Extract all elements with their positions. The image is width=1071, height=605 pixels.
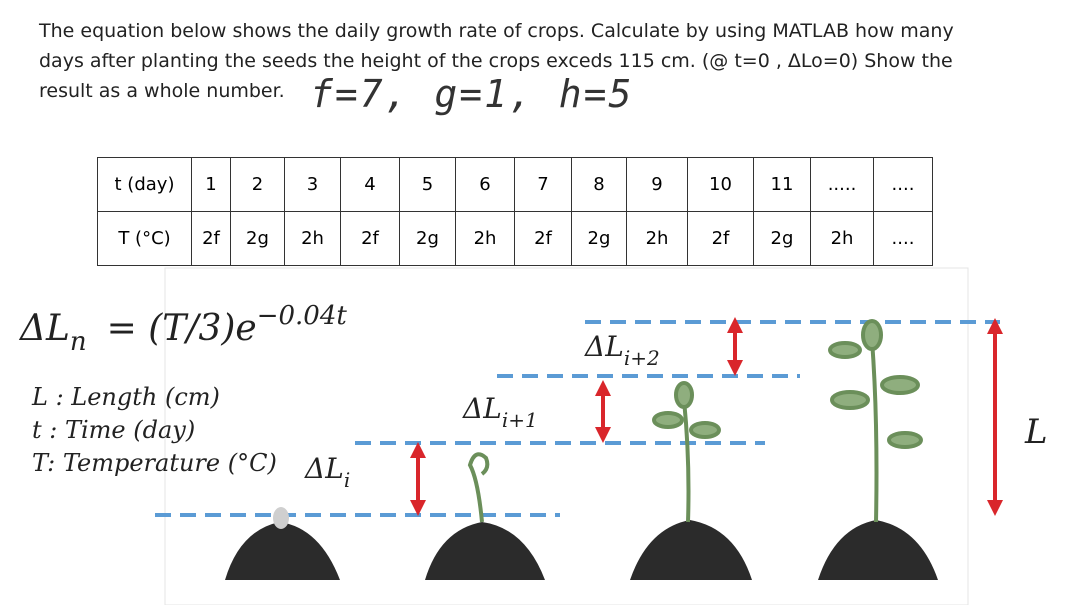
legend-line: t : Time (day) [32,416,195,444]
question-line: The equation below shows the daily growt… [39,20,954,42]
figure-frame [164,267,969,605]
question-line: days after planting the seeds the height… [39,50,953,72]
table-row: t (day) 1 2 3 4 5 6 7 8 9 10 11......... [97,157,933,212]
table-cell: .... [873,157,933,212]
growth-arrows [410,317,1003,516]
table-cell: .... [873,211,933,266]
handwritten-note: f=7, g=1, h=5 [310,72,634,116]
table-cell: 2h [284,211,341,266]
delta-sub: i [344,468,350,492]
delta-label: ΔLi+1 [462,392,538,432]
equation-exponent: −0.04t [257,301,348,331]
delta-main: ΔL [462,392,502,425]
delta-main: ΔL [304,452,344,485]
table-cell: 2g [399,211,456,266]
legend-line: T: Temperature (°C) [32,449,277,477]
level-lines [155,320,1000,517]
table-cell: 3 [284,157,341,212]
table-cell: 2g [571,211,627,266]
delta-sub: i+1 [502,408,538,432]
table-cell: 10 [687,157,754,212]
question: The equation below shows the daily growt… [39,16,954,106]
question-line: result as a whole number. [39,80,285,102]
table-cell: 7 [514,157,572,212]
table-cell: 2h [455,211,515,266]
table-cell: t (day) [97,157,192,212]
table-cell: 2g [230,211,285,266]
soil [225,520,938,580]
delta-main: ΔL [584,330,624,363]
data-table: t (day) 1 2 3 4 5 6 7 8 9 10 11......... T (°C) 2f 2g 2… [97,157,933,266]
plants [273,319,923,529]
table-cell: 11 [753,157,811,212]
equation: ΔLn = (T/3)e−0.04t [18,301,347,357]
equation-sub: n [70,327,87,357]
table-cell: T (°C) [97,211,192,266]
delta-label: ΔLi+2 [584,330,660,370]
table-row: T (°C) 2f 2g 2h 2f 2g 2h 2f 2g 2h 2f 2g 2h.... [97,211,933,266]
equation-lhs: ΔL [18,308,70,349]
legend-line: L : Length (cm) [31,383,220,411]
table-cell: 2g [753,211,811,266]
equation-rhs: = (T/3)e [107,308,257,349]
delta-label: ΔLi [304,452,350,492]
table-cell: 2 [230,157,285,212]
table-cell: 2f [191,211,231,266]
table-cell: ..... [810,157,874,212]
delta-sub: i+2 [624,346,660,370]
total-length-label: L [1024,412,1048,452]
